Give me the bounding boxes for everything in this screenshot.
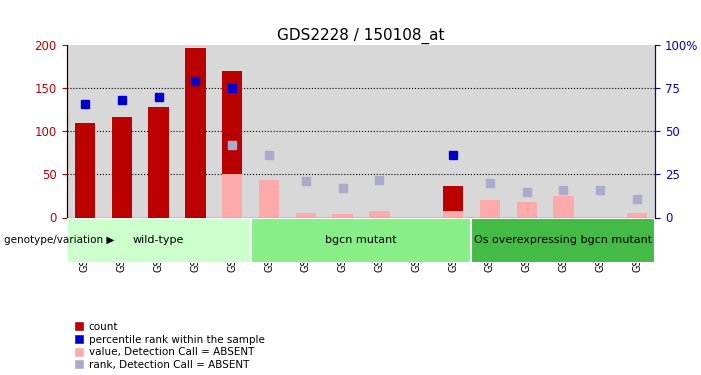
Bar <box>222 174 243 217</box>
Bar <box>251 217 471 262</box>
Bar <box>332 214 353 217</box>
Bar <box>287 45 325 218</box>
Text: wild-type: wild-type <box>133 235 184 245</box>
Bar <box>177 45 214 218</box>
Bar <box>398 45 435 218</box>
Bar <box>361 45 398 218</box>
Bar <box>471 217 655 262</box>
Bar <box>259 180 279 218</box>
Bar <box>296 213 316 217</box>
Bar <box>619 45 655 218</box>
Bar <box>104 45 140 218</box>
Bar <box>222 71 243 217</box>
Text: bgcn mutant: bgcn mutant <box>325 235 397 245</box>
Bar <box>582 45 619 218</box>
Bar <box>67 217 251 262</box>
Bar <box>111 117 132 218</box>
Bar <box>149 107 169 218</box>
Bar <box>214 45 251 218</box>
Bar <box>140 45 177 218</box>
Bar <box>185 48 205 217</box>
Bar <box>627 213 647 217</box>
Bar <box>443 186 463 218</box>
Bar <box>369 211 390 218</box>
Bar <box>67 45 104 218</box>
Legend: count, percentile rank within the sample, value, Detection Call = ABSENT, rank, : count, percentile rank within the sample… <box>75 322 265 370</box>
Text: Os overexpressing bgcn mutant: Os overexpressing bgcn mutant <box>475 235 653 245</box>
Title: GDS2228 / 150108_at: GDS2228 / 150108_at <box>278 27 444 44</box>
Bar <box>324 45 361 218</box>
Bar <box>517 202 537 217</box>
Bar <box>251 45 287 218</box>
Bar <box>479 200 500 217</box>
Bar <box>508 45 545 218</box>
Text: genotype/variation ▶: genotype/variation ▶ <box>4 235 114 245</box>
Bar <box>435 45 471 218</box>
Bar <box>553 196 573 217</box>
Bar <box>545 45 582 218</box>
Bar <box>443 211 463 218</box>
Bar <box>75 123 95 218</box>
Bar <box>471 45 508 218</box>
